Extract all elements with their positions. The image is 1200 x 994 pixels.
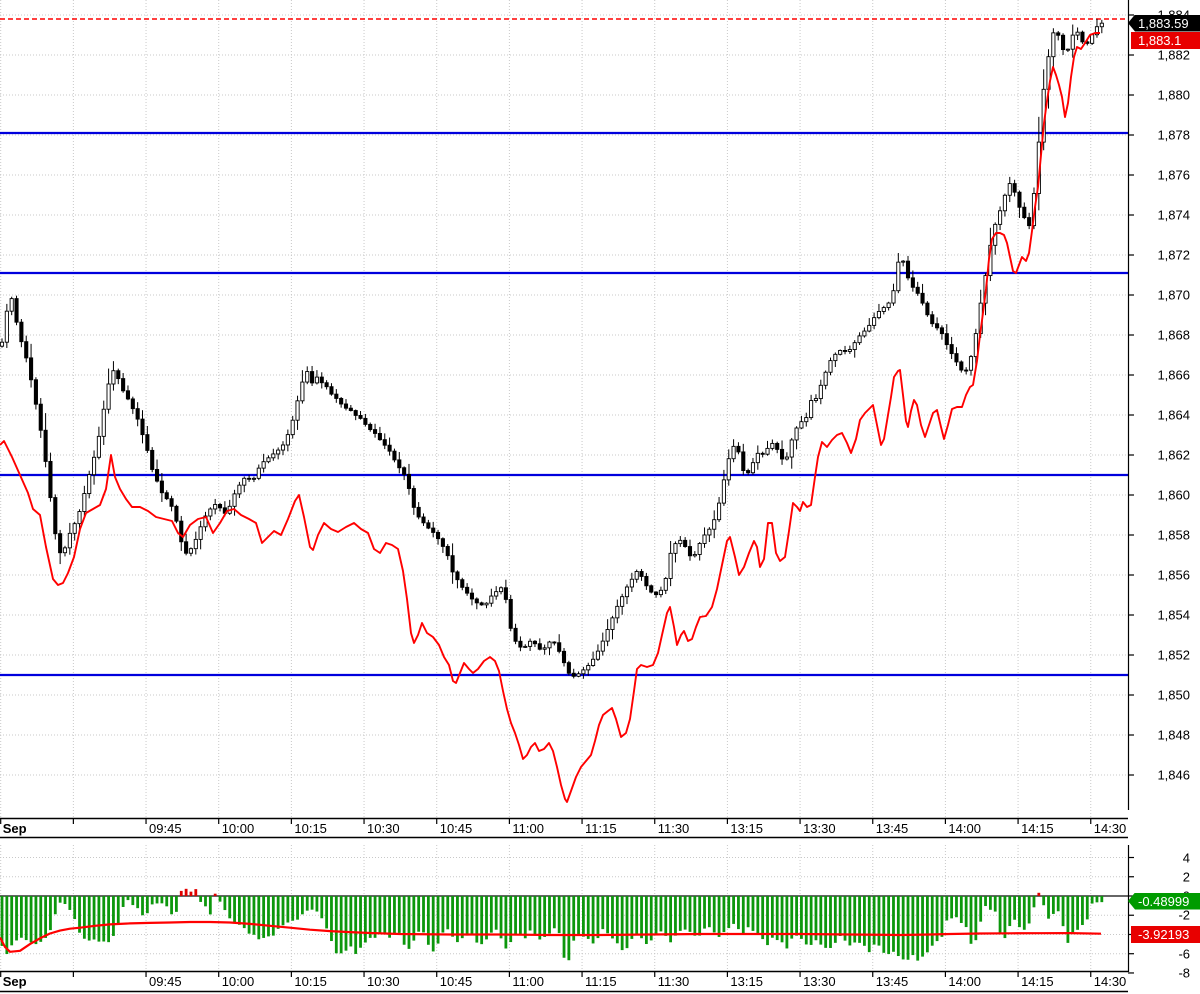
oscillator-value-tag: -0.48999 [1128,892,1200,910]
price-axis-label: 1,864 [1157,407,1190,423]
time-axis-label: 09:45 [149,974,182,989]
price-axis-label: 1,876 [1157,167,1190,183]
time-axis-label: 11:00 [512,974,544,989]
time-axis-label: 14:15 [1021,974,1054,989]
time-axis-label: 10:45 [439,820,473,836]
time-axis-label: 10:15 [294,974,327,989]
time-axis-label: 10:30 [367,974,400,989]
price-axis-label: 1,872 [1157,247,1190,263]
time-axis-label: 09:45 [149,820,182,836]
price-axis-label: 1,882 [1157,47,1190,63]
oscillator-axis-label: -8 [1178,965,1190,981]
time-axis-label: 14:00 [948,974,981,989]
time-axis-label: 13:15 [730,974,763,989]
price-axis-label: 1,878 [1157,127,1190,143]
time-axis-label: 11:15 [585,820,617,836]
last-price-tag: 1,883.59 [1128,14,1200,32]
price-axis-label: 1,874 [1157,207,1190,223]
oscillator-axis-label: -2 [1178,907,1190,923]
time-axis-label: 13:15 [730,820,763,836]
price-axis-label: 1,850 [1157,687,1190,703]
time-axis-month-label: Sep [2,820,27,836]
time-axis-label: 14:00 [948,820,981,836]
price-axis-label: 1,868 [1157,327,1190,343]
oscillator-axis-label: -6 [1178,946,1190,962]
oscillator-signal-tag: -3.92193 [1131,925,1200,943]
time-axis-label: 10:30 [367,820,400,836]
time-axis-label: 10:45 [439,974,473,989]
oscillator-axis-label: 2 [1182,869,1190,885]
time-axis-label: 10:00 [221,974,255,989]
time-axis-label: 13:45 [875,974,909,989]
time-axis-label: 11:00 [512,820,544,836]
price-axis-label: 1,852 [1157,647,1190,663]
price-axis-label: 1,866 [1157,367,1190,383]
price-axis-label: 1,858 [1157,527,1190,543]
price-axis-label: 1,870 [1157,287,1190,303]
oscillator-axis-label: 4 [1182,850,1190,865]
time-axis-label: 10:00 [221,820,255,836]
time-axis-label: 10:15 [294,820,327,836]
time-axis-label: 14:30 [1093,974,1127,989]
price-axis-label: 1,854 [1157,607,1190,623]
time-axis-label: 11:15 [585,974,617,989]
time-axis-label: 13:30 [803,820,836,836]
time-axis-label: 13:45 [875,820,909,836]
price-axis-label: 1,846 [1157,767,1190,783]
price-axis-label: 1,862 [1157,447,1190,463]
time-axis-label: 11:30 [657,974,690,989]
time-axis-label: 13:30 [803,974,836,989]
time-axis-label: 11:30 [657,820,690,836]
price-axis-label: 1,856 [1157,567,1190,583]
overlay-price-tag: 1,883.1 [1131,32,1200,49]
price-axis-label: 1,860 [1157,487,1190,503]
time-axis-label: 14:30 [1093,820,1127,836]
price-axis-label: 1,848 [1157,727,1190,743]
price-axis-label: 1,880 [1157,87,1190,103]
time-axis-month-label: Sep [2,974,27,989]
time-axis-label: 14:15 [1021,820,1054,836]
